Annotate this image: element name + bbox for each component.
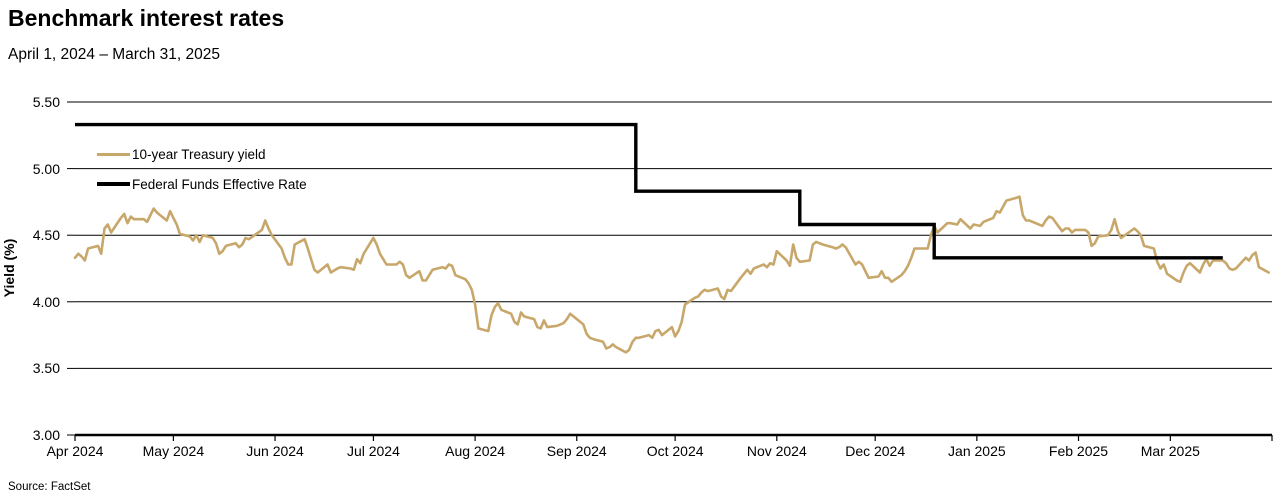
y-tick-label: 4.50 [32, 227, 60, 244]
legend: 10-year Treasury yield Federal Funds Eff… [97, 144, 307, 204]
x-tick-label: Jun 2024 [246, 443, 304, 459]
x-tick-label: Dec 2024 [845, 443, 906, 459]
legend-item-treasury: 10-year Treasury yield [97, 144, 307, 164]
fed-funds-rate-line [75, 122, 1223, 260]
legend-item-ffer: Federal Funds Effective Rate [97, 174, 307, 194]
x-tick-label: Feb 2025 [1048, 443, 1109, 459]
x-tick-label: Sep 2024 [546, 443, 607, 459]
legend-label-treasury: 10-year Treasury yield [132, 146, 266, 162]
chart-date-range: April 1, 2024 – March 31, 2025 [8, 46, 220, 63]
y-tick-label: 4.00 [32, 293, 60, 310]
y-tick-label: 5.50 [32, 94, 60, 110]
treasury-line-swatch [97, 152, 130, 156]
treasury-yield-line [73, 195, 1270, 354]
chart-title: Benchmark interest rates [8, 5, 285, 31]
x-tick-label: Oct 2024 [646, 443, 704, 459]
x-tick-label: Aug 2024 [445, 443, 506, 459]
ffer-line-swatch [97, 182, 130, 186]
x-tick-label: Apr 2024 [46, 443, 104, 459]
y-tick-label: 3.00 [32, 427, 60, 443]
x-tick-label: Mar 2025 [1140, 443, 1200, 459]
x-tick-label: May 2024 [142, 443, 205, 459]
source-note: Source: FactSet [8, 481, 91, 493]
legend-label-ffer: Federal Funds Effective Rate [132, 176, 307, 192]
x-tick-label: Jul 2024 [346, 443, 400, 459]
x-tick-label: Nov 2024 [746, 443, 807, 459]
y-tick-label: 5.00 [32, 160, 60, 177]
y-tick-label: 3.50 [32, 360, 60, 377]
x-tick-label: Jan 2025 [948, 443, 1006, 459]
y-axis-title: Yield (%) [1, 238, 17, 298]
